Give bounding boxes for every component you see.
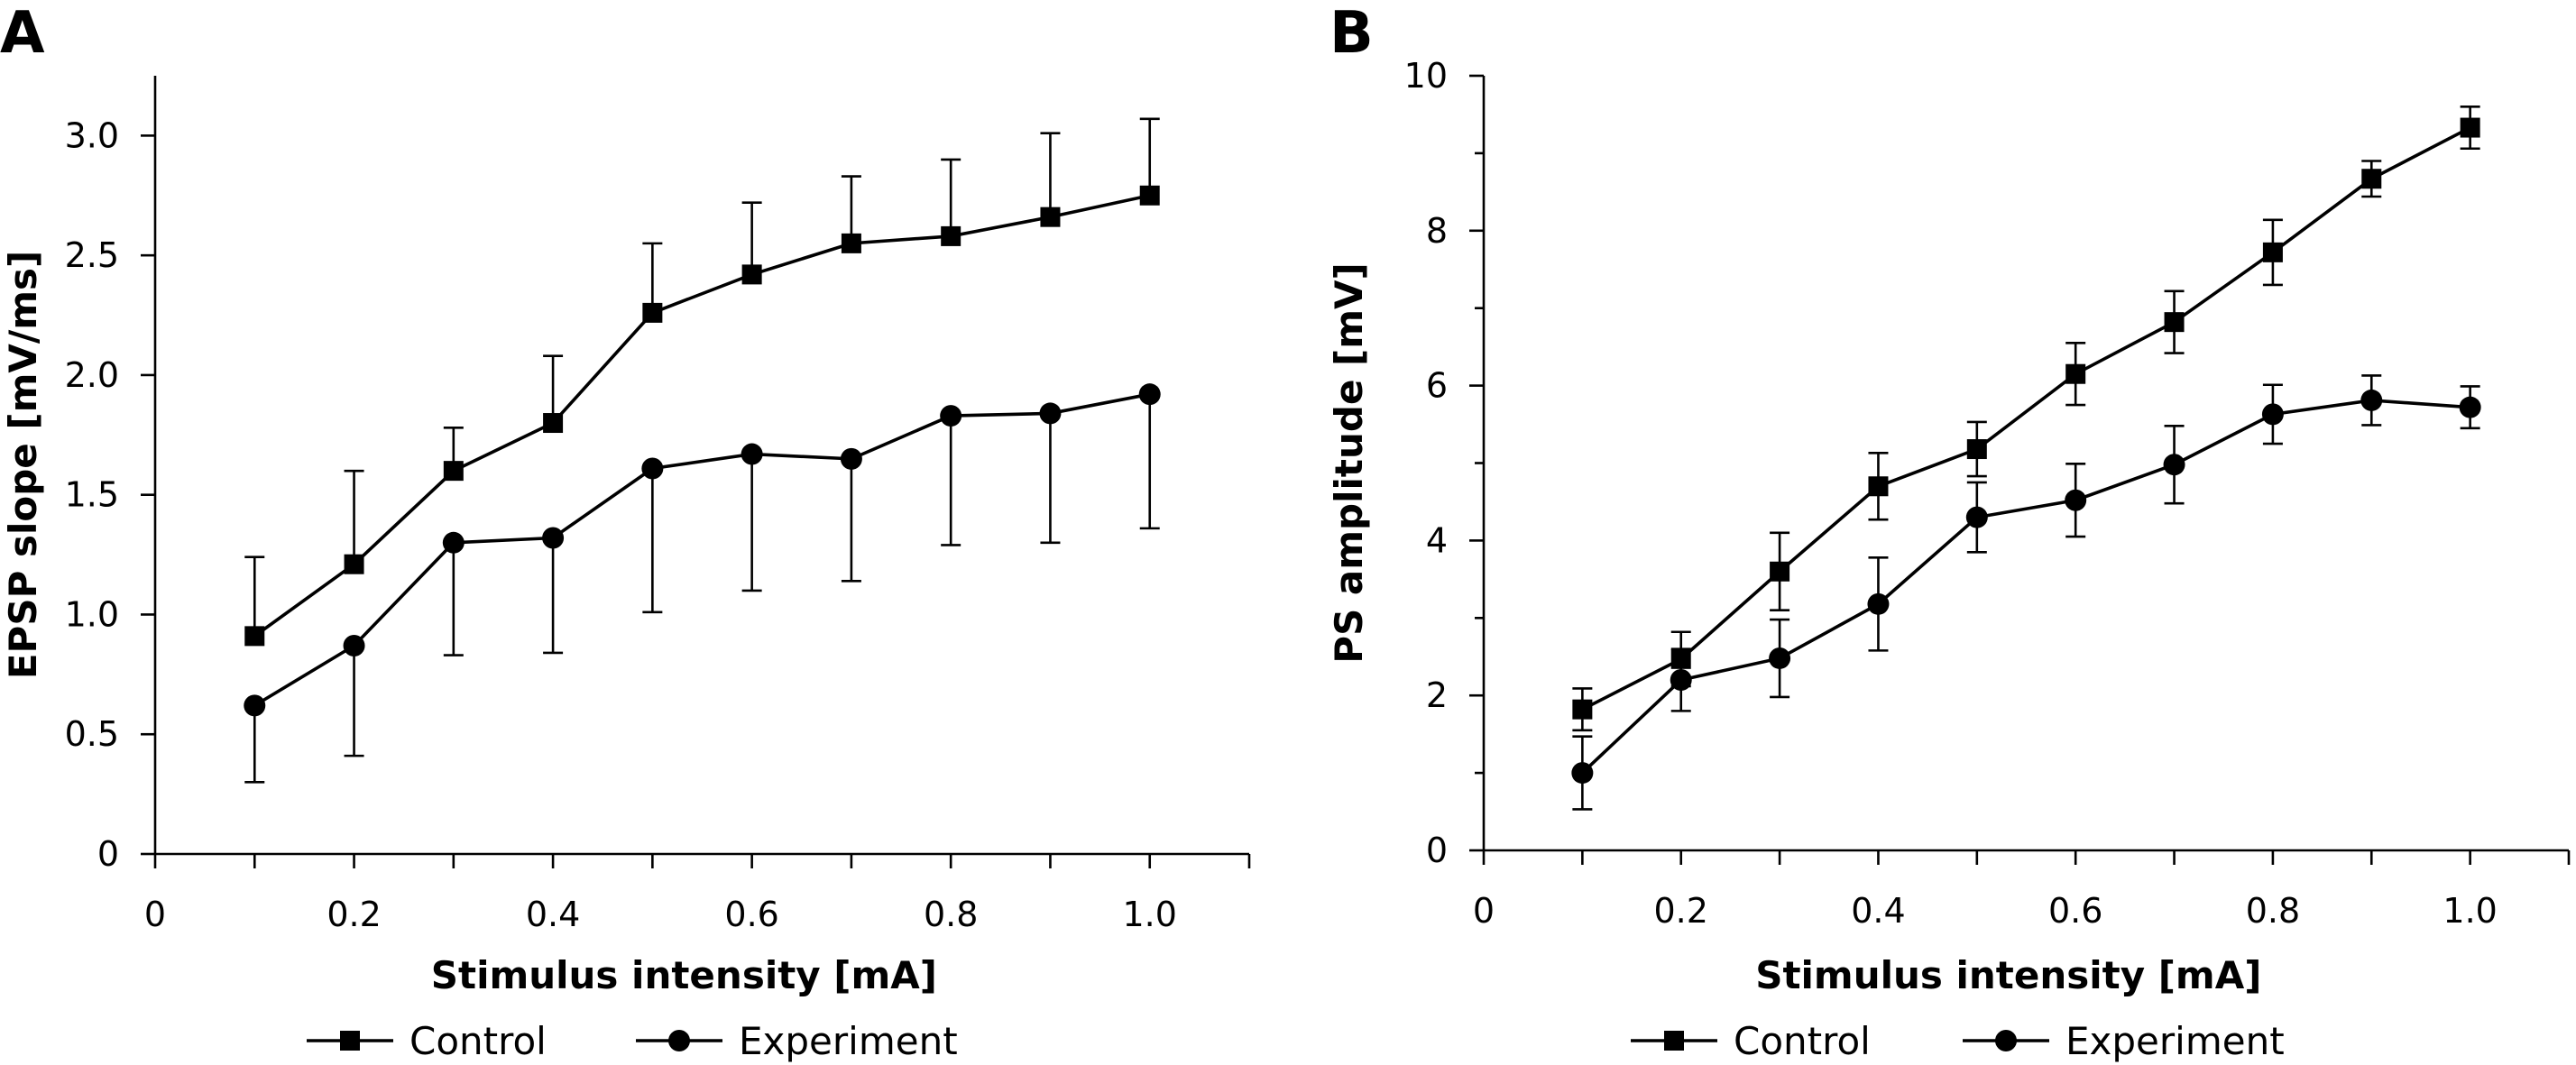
data-point-experiment: [2459, 396, 2481, 418]
y-tick-label: 0.5: [65, 714, 119, 754]
y-axis-label: PS amplitude [mV]: [1327, 262, 1371, 663]
legend-label: Experiment: [739, 1019, 958, 1063]
data-point-experiment: [542, 527, 565, 549]
x-tick-label: 0: [1473, 891, 1495, 931]
data-point-control: [443, 461, 464, 482]
x-tick-label: 1.0: [1123, 895, 1177, 934]
x-tick-label: 0.4: [1851, 891, 1905, 931]
x-tick-label: 0.2: [327, 895, 381, 934]
y-tick-label: 3.0: [65, 115, 119, 155]
data-point-experiment: [343, 634, 365, 656]
y-tick-label: 6: [1426, 366, 1448, 406]
data-point-experiment: [1138, 383, 1161, 406]
legend-label: Control: [409, 1019, 547, 1063]
y-tick-label: 4: [1426, 520, 1448, 560]
legend-marker: [1664, 1031, 1684, 1051]
x-tick-label: 0.8: [924, 895, 978, 934]
legend-marker: [1995, 1030, 2017, 1051]
data-point-experiment: [2163, 454, 2185, 476]
data-point-control: [1770, 561, 1790, 582]
data-point-control: [642, 302, 663, 323]
data-point-control: [244, 626, 265, 647]
data-point-experiment: [1965, 506, 1988, 528]
data-point-experiment: [2360, 389, 2383, 411]
y-tick-label: 1.0: [65, 594, 119, 634]
y-tick-label: 10: [1404, 56, 1448, 96]
data-point-control: [741, 264, 762, 285]
x-tick-label: 1.0: [2443, 891, 2497, 931]
y-tick-label: 0: [97, 834, 119, 874]
data-point-experiment: [1571, 762, 1594, 785]
y-axis-label: EPSP slope [mV/ms]: [1, 251, 45, 679]
x-tick-label: 0.6: [724, 895, 778, 934]
data-point-experiment: [741, 443, 763, 465]
data-point-control: [2262, 242, 2283, 262]
data-point-control: [841, 233, 861, 253]
data-point-experiment: [840, 447, 862, 470]
data-point-experiment: [1039, 402, 1062, 425]
x-axis-label: Stimulus intensity [mA]: [1755, 953, 2261, 997]
y-tick-label: 8: [1426, 211, 1448, 251]
x-tick-label: 0.4: [526, 895, 580, 934]
data-point-experiment: [940, 405, 962, 427]
data-point-control: [1572, 699, 1593, 720]
y-tick-label: 2.0: [65, 355, 119, 395]
data-point-control: [344, 554, 364, 574]
data-point-experiment: [1670, 669, 1692, 692]
data-point-control: [2361, 169, 2382, 189]
data-point-experiment: [641, 457, 664, 480]
data-point-experiment: [1867, 592, 1890, 615]
data-point-experiment: [1769, 647, 1791, 669]
legend-marker: [668, 1030, 690, 1051]
data-point-control: [1966, 439, 1987, 460]
data-point-control: [941, 225, 961, 246]
series-line-control: [1581, 125, 2471, 712]
x-tick-label: 0: [144, 895, 166, 934]
x-tick-label: 0.8: [2246, 891, 2300, 931]
data-point-control: [1139, 185, 1160, 206]
y-tick-label: 0: [1426, 831, 1448, 870]
data-point-control: [1868, 476, 1889, 497]
y-tick-label: 2.5: [65, 235, 119, 275]
data-point-experiment: [442, 531, 465, 554]
data-point-control: [2460, 117, 2480, 138]
legend-marker: [340, 1031, 360, 1051]
data-point-control: [1040, 207, 1061, 227]
panel-label: B: [1329, 0, 1374, 67]
data-point-experiment: [2261, 403, 2284, 426]
y-tick-label: 1.5: [65, 475, 119, 515]
x-tick-label: 0.6: [2048, 891, 2102, 931]
series-line-experiment: [253, 392, 1151, 707]
y-tick-label: 2: [1426, 675, 1448, 715]
series-line-control: [253, 194, 1151, 638]
series-line-experiment: [1581, 399, 2470, 775]
data-point-control: [543, 413, 564, 434]
x-axis-label: Stimulus intensity [mA]: [431, 953, 937, 997]
legend-label: Control: [1734, 1019, 1871, 1063]
panel-label: A: [0, 0, 45, 67]
data-point-control: [2065, 363, 2086, 384]
data-point-control: [2164, 312, 2185, 333]
data-point-experiment: [2065, 489, 2087, 511]
x-tick-label: 0.2: [1654, 891, 1708, 931]
legend-label: Experiment: [2065, 1019, 2285, 1063]
data-point-experiment: [244, 694, 266, 717]
